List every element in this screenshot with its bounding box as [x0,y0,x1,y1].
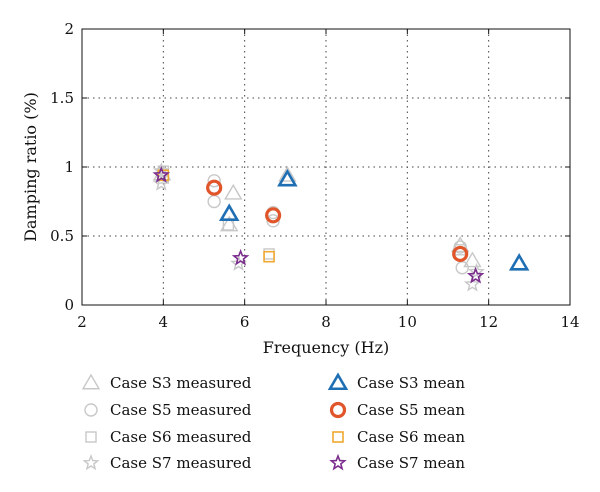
case-s5-measured-point [266,214,280,228]
axis-ticks: 2 4 6 8 10 12 14 0 0.5 1 1.5 2 [50,20,579,331]
y-tick-label: 2 [64,20,74,38]
x-tick-label: 12 [479,313,498,331]
legend-circle-icon [329,401,347,419]
case-s5-measured-point [207,194,221,209]
case-s7-mean-point [152,166,171,183]
case-s6-mean-point [263,250,275,263]
case-s3-mean-point [508,253,530,271]
legend-triangle-icon [81,373,101,390]
case-s7-measured-point [152,162,170,179]
x-axis-label: Frequency (Hz) [263,338,390,357]
x-tick-label: 4 [159,313,169,331]
case-s7-mean-point [231,248,250,266]
legend-entry-label: Case S6 mean [357,428,465,446]
legend-entry-label: Case S3 mean [357,374,465,392]
case-s3-mean-point [277,168,298,187]
y-tick-label: 1 [64,158,74,176]
case-s3-measured-point [278,165,297,182]
legend-entry-label: Case S3 measured [110,374,252,392]
legend: Case S3 measured Case S5 measured Case S6 … [81,372,465,472]
legend-star-icon [82,454,100,471]
case-s3-measured-point [463,251,482,268]
case-s5-measured-point [207,174,221,188]
legend-entry-label: Case S6 measured [110,428,252,446]
case-s5-measured-point [455,261,469,275]
x-tick-label: 10 [398,313,417,331]
case-s7-measured-point [463,275,481,292]
x-tick-label: 8 [321,313,331,331]
y-tick-label: 0 [64,296,74,314]
case-s7-mean-point [466,266,485,284]
x-tick-label: 14 [560,313,579,331]
case-s3-measured-point [224,183,243,200]
data-points [152,162,530,292]
legend-circle-icon [84,403,98,417]
case-s6-measured-point [263,248,275,260]
case-s7-measured-point [467,262,485,280]
y-tick-label: 0.5 [50,227,74,245]
grid-lines [82,29,570,305]
x-tick-label: 6 [240,313,250,331]
case-s5-mean-point [452,245,469,263]
y-tick-label: 1.5 [50,89,74,107]
legend-triangle-icon [327,372,349,391]
legend-entry-label: Case S7 measured [110,454,252,472]
legend-entry-label: Case S5 measured [110,401,252,419]
case-s5-measured-point [453,240,467,254]
x-tick-label: 2 [77,313,87,331]
case-s5-mean-point [265,207,282,224]
legend-square-icon [85,431,97,443]
legend-star-icon [329,453,347,471]
y-axis-label: Damping ratio (%) [21,92,40,242]
legend-entry-label: Case S5 mean [357,401,465,419]
case-s5-mean-point [206,179,223,196]
legend-entry-label: Case S7 mean [357,454,465,472]
legend-square-icon [332,431,344,443]
case-s3-mean-point [218,203,240,221]
